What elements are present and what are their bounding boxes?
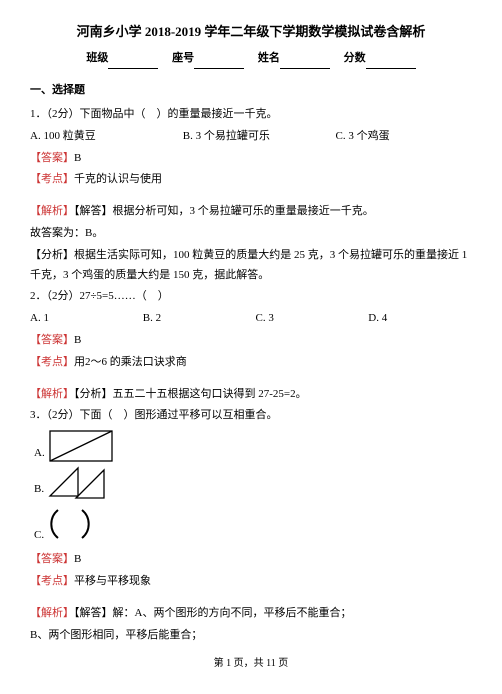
- q1-opt-b: B. 3 个易拉罐可乐: [183, 127, 333, 147]
- seat-blank: [194, 56, 244, 69]
- q3-opt-a-row: A.: [30, 430, 472, 464]
- spacer: [30, 594, 472, 602]
- page-footer: 第 1 页，共 11 页: [30, 655, 472, 673]
- q3-opt-b-row: B.: [30, 466, 472, 500]
- q2-answer: B: [74, 334, 81, 346]
- class-blank: [108, 56, 158, 69]
- spacer: [30, 192, 472, 200]
- name-label: 姓名: [258, 52, 280, 64]
- q2-answer-row: 【答案】B: [30, 331, 472, 351]
- q2-opt-c: C. 3: [256, 309, 366, 329]
- q1-stem: 1．（2分）下面物品中（ ）的重量最接近一千克。: [30, 105, 472, 125]
- q1-answer-row: 【答案】B: [30, 149, 472, 169]
- answer-label: 【答案】: [30, 553, 74, 565]
- q1-opt-a: A. 100 粒黄豆: [30, 127, 180, 147]
- class-label: 班级: [86, 52, 108, 64]
- q1-options: A. 100 粒黄豆 B. 3 个易拉罐可乐 C. 3 个鸡蛋: [30, 127, 472, 147]
- q3-kaodian-row: 【考点】平移与平移现象: [30, 572, 472, 592]
- name-blank: [280, 56, 330, 69]
- q2-kaodian-row: 【考点】用2～6 的乘法口诀求商: [30, 353, 472, 373]
- q2-options: A. 1 B. 2 C. 3 D. 4: [30, 309, 472, 329]
- q2-opt-d: D. 4: [368, 309, 387, 329]
- q2-kaodian: 用2～6 的乘法口诀求商: [74, 356, 187, 368]
- q3-jiexi-b: B、两个图形相同，平移后能重合；: [30, 626, 472, 646]
- q3-opt-c-row: C.: [30, 502, 472, 546]
- q3-answer-row: 【答案】B: [30, 550, 472, 570]
- q1-answer: B: [74, 152, 81, 164]
- q3-opt-b-label: B.: [34, 480, 44, 500]
- q3-jiexi-a-row: 【解析】【解答】解：A、两个图形的方向不同，平移后不能重合；: [30, 604, 472, 624]
- q2-jiexi: 【分析】五五二十五根据这句口诀得到 27-25=2。: [74, 388, 307, 400]
- seat-label: 座号: [172, 52, 194, 64]
- score-label: 分数: [344, 52, 366, 64]
- q3-opt-c-label: C.: [34, 526, 44, 546]
- q1-jiexi-head: 【解答】根据分析可知，3 个易拉罐可乐的重量最接近一千克。: [74, 205, 374, 217]
- q1-fenxi: 【分析】根据生活实际可知，100 粒黄豆的质量大约是 25 克，3 个易拉罐可乐…: [30, 246, 472, 286]
- q3-opt-a-label: A.: [34, 444, 45, 464]
- q3-stem: 3．（2分）下面（ ）图形通过平移可以互相重合。: [30, 406, 472, 426]
- section-heading: 一、选择题: [30, 81, 472, 101]
- q2-opt-a: A. 1: [30, 309, 140, 329]
- q3-answer: B: [74, 553, 81, 565]
- kaodian-label: 【考点】: [30, 173, 74, 185]
- q1-opt-c: C. 3 个鸡蛋: [336, 127, 390, 147]
- rect-crossed-icon: [49, 430, 119, 464]
- kaodian-label: 【考点】: [30, 356, 74, 368]
- student-info-line: 班级 座号 姓名 分数: [30, 49, 472, 69]
- q3-jiexi-a: 【解答】解：A、两个图形的方向不同，平移后不能重合；: [74, 607, 351, 619]
- q1-gu: 故答案为：B。: [30, 224, 472, 244]
- exam-page: 河南乡小学 2018-2019 学年二年级下学期数学模拟试卷含解析 班级 座号 …: [0, 0, 502, 683]
- q1-kaodian: 千克的认识与使用: [74, 173, 162, 185]
- q2-opt-b: B. 2: [143, 309, 253, 329]
- two-arcs-icon: [48, 502, 98, 546]
- q1-jiexi-row: 【解析】【解答】根据分析可知，3 个易拉罐可乐的重量最接近一千克。: [30, 202, 472, 222]
- answer-label: 【答案】: [30, 334, 74, 346]
- q2-jiexi-row: 【解析】【分析】五五二十五根据这句口诀得到 27-25=2。: [30, 385, 472, 405]
- kaodian-label: 【考点】: [30, 575, 74, 587]
- jiexi-label: 【解析】: [30, 205, 74, 217]
- jiexi-label: 【解析】: [30, 607, 74, 619]
- q2-stem: 2．（2分）27÷5=5……（ ）: [30, 287, 472, 307]
- answer-label: 【答案】: [30, 152, 74, 164]
- page-title: 河南乡小学 2018-2019 学年二年级下学期数学模拟试卷含解析: [30, 20, 472, 43]
- jiexi-label: 【解析】: [30, 388, 74, 400]
- q3-shapes: A. B. C.: [30, 430, 472, 546]
- q3-kaodian: 平移与平移现象: [74, 575, 151, 587]
- score-blank: [366, 56, 416, 69]
- q1-kaodian-row: 【考点】千克的认识与使用: [30, 170, 472, 190]
- two-triangles-icon: [48, 466, 118, 500]
- spacer: [30, 375, 472, 383]
